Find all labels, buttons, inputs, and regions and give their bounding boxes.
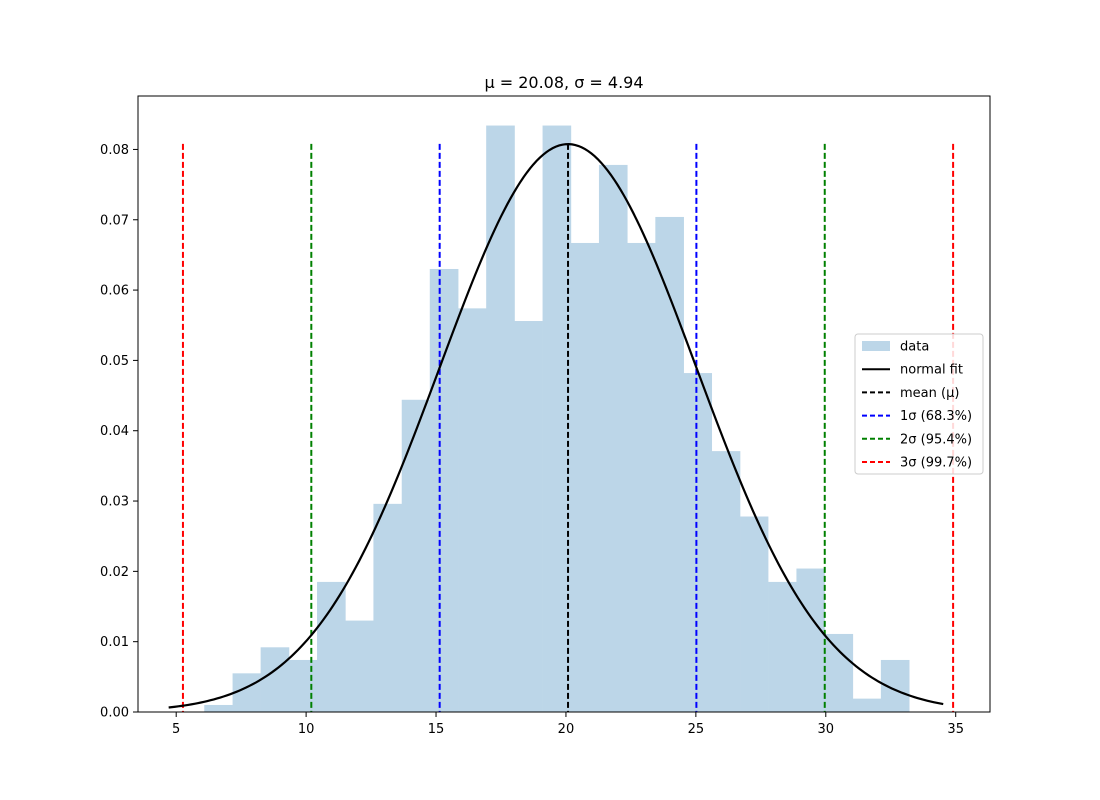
histogram-bar: [458, 308, 487, 712]
x-tick-label: 15: [428, 722, 445, 737]
legend-label: 1σ (68.3%): [900, 409, 972, 424]
histogram-bar: [429, 268, 459, 712]
histogram-bar: [740, 516, 769, 712]
x-tick-label: 20: [558, 722, 575, 737]
histogram-bar: [204, 704, 233, 712]
histogram-bar: [852, 698, 882, 712]
histogram-bar: [655, 216, 684, 712]
histogram-bar: [542, 125, 572, 713]
histogram-bar: [373, 503, 403, 712]
histogram-bar: [711, 451, 741, 712]
histogram-bar: [401, 399, 431, 712]
histogram-bar: [345, 620, 374, 712]
y-axis: 0.00 0.01 0.02 0.03 0.04 0.05 0.06 0.07 0.08: [100, 143, 138, 721]
histogram-bars: [204, 125, 910, 713]
histogram-bar: [683, 373, 713, 712]
histogram-bar: [824, 633, 854, 712]
histogram-bar: [260, 647, 290, 712]
y-tick-label: 0.01: [100, 635, 129, 650]
histogram-bar: [768, 581, 797, 712]
y-tick-label: 0.04: [100, 424, 129, 439]
legend: data normal fit mean (μ) 1σ (68.3%) 2σ (95.4…: [854, 333, 984, 475]
x-tick-label: 35: [947, 722, 964, 737]
x-tick-label: 10: [298, 722, 315, 737]
normal-fit-curve: [168, 143, 944, 709]
y-tick-label: 0.03: [100, 495, 129, 510]
legend-label: 2σ (95.4%): [900, 432, 972, 447]
chart-title: μ = 20.08, σ = 4.94: [484, 73, 643, 92]
legend-box: [854, 333, 984, 475]
y-tick-label: 0.05: [100, 354, 129, 369]
sigma-lines: [181, 143, 955, 712]
x-tick-label: 30: [818, 722, 835, 737]
x-axis: 5 10 15 20 25 30 35: [172, 712, 964, 737]
histogram-bar: [570, 242, 600, 713]
histogram-bar: [796, 568, 825, 712]
legend-swatch: [862, 341, 890, 351]
histogram-bar: [514, 321, 543, 712]
y-tick-label: 0.00: [100, 706, 129, 721]
legend-label: 3σ (99.7%): [900, 456, 972, 471]
histogram-bar: [288, 659, 318, 712]
histogram-bar: [486, 125, 515, 713]
legend-label: normal fit: [900, 363, 963, 378]
histogram-bar: [627, 242, 656, 713]
legend-label: data: [900, 340, 929, 355]
histogram-bar: [232, 673, 261, 712]
x-tick-label: 25: [688, 722, 705, 737]
plot-frame: [137, 95, 991, 713]
y-tick-label: 0.02: [100, 565, 129, 580]
y-tick-label: 0.08: [100, 143, 129, 158]
x-tick-label: 5: [172, 722, 180, 737]
histogram-bar: [317, 581, 346, 712]
y-tick-label: 0.06: [100, 284, 129, 299]
legend-label: mean (μ): [900, 386, 959, 401]
histogram-bar: [598, 164, 628, 713]
y-tick-label: 0.07: [100, 213, 129, 228]
